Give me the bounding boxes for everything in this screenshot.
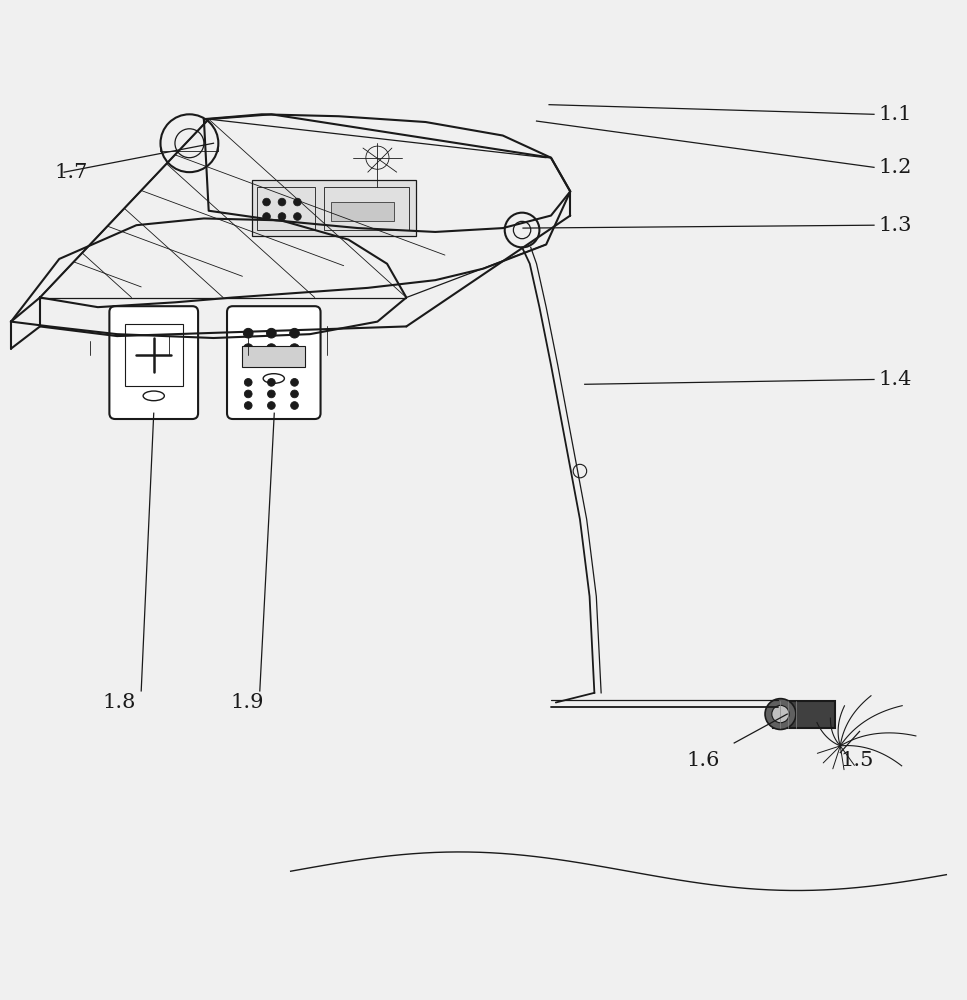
Bar	[125, 324, 183, 386]
Circle shape	[268, 402, 276, 409]
Circle shape	[294, 198, 302, 206]
Circle shape	[278, 198, 286, 206]
Circle shape	[263, 213, 271, 220]
Text: 1.2: 1.2	[879, 158, 912, 177]
Circle shape	[291, 402, 299, 409]
Circle shape	[244, 344, 253, 353]
Circle shape	[291, 379, 299, 386]
Text: 1.3: 1.3	[879, 216, 912, 235]
Circle shape	[244, 328, 253, 338]
Circle shape	[291, 390, 299, 398]
Circle shape	[290, 328, 300, 338]
Circle shape	[245, 379, 252, 386]
Text: 1.9: 1.9	[231, 693, 264, 712]
Text: 1.1: 1.1	[879, 105, 912, 124]
FancyBboxPatch shape	[227, 306, 320, 419]
Text: 1.7: 1.7	[54, 163, 88, 182]
Bar	[243, 346, 306, 367]
Circle shape	[245, 390, 252, 398]
Circle shape	[765, 699, 796, 729]
Circle shape	[268, 390, 276, 398]
Text: 1.5: 1.5	[840, 751, 873, 770]
Circle shape	[263, 198, 271, 206]
Circle shape	[267, 328, 277, 338]
Bar	[773, 701, 835, 728]
Circle shape	[267, 344, 277, 353]
Circle shape	[245, 402, 252, 409]
Circle shape	[278, 213, 286, 220]
Ellipse shape	[263, 374, 284, 383]
Bar	[257, 187, 315, 230]
Bar	[331, 202, 394, 221]
Circle shape	[772, 705, 789, 723]
FancyBboxPatch shape	[109, 306, 198, 419]
Circle shape	[294, 213, 302, 220]
Text: 1.8: 1.8	[103, 693, 136, 712]
Circle shape	[290, 344, 300, 353]
Bar	[324, 187, 409, 230]
Ellipse shape	[143, 391, 164, 401]
Circle shape	[268, 379, 276, 386]
Text: 1.4: 1.4	[879, 370, 912, 389]
Text: 1.6: 1.6	[686, 751, 719, 770]
Bar	[252, 180, 416, 236]
